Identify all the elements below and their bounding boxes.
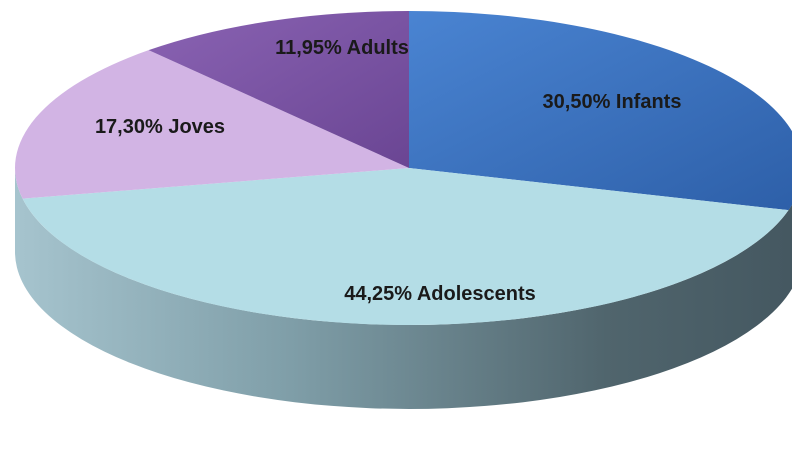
pie-slices bbox=[14, 11, 792, 325]
pie-side-wall bbox=[15, 168, 792, 409]
pie-slice-adults bbox=[148, 11, 410, 168]
data-label-adults: 11,95% Adults bbox=[275, 37, 409, 59]
data-label-adolescents: 44,25% Adolescents bbox=[344, 283, 536, 305]
data-label-joves: 17,30% Joves bbox=[95, 116, 225, 138]
pie-slice-infants bbox=[409, 11, 792, 211]
pie-labels: 30,50% Infants 44,25% Adolescents 17,30% J… bbox=[95, 37, 682, 305]
data-label-infants: 30,50% Infants bbox=[543, 91, 682, 113]
pie-sides bbox=[15, 168, 792, 409]
pie-slice-adolescents bbox=[22, 168, 789, 325]
pie-slice-joves bbox=[14, 50, 409, 199]
